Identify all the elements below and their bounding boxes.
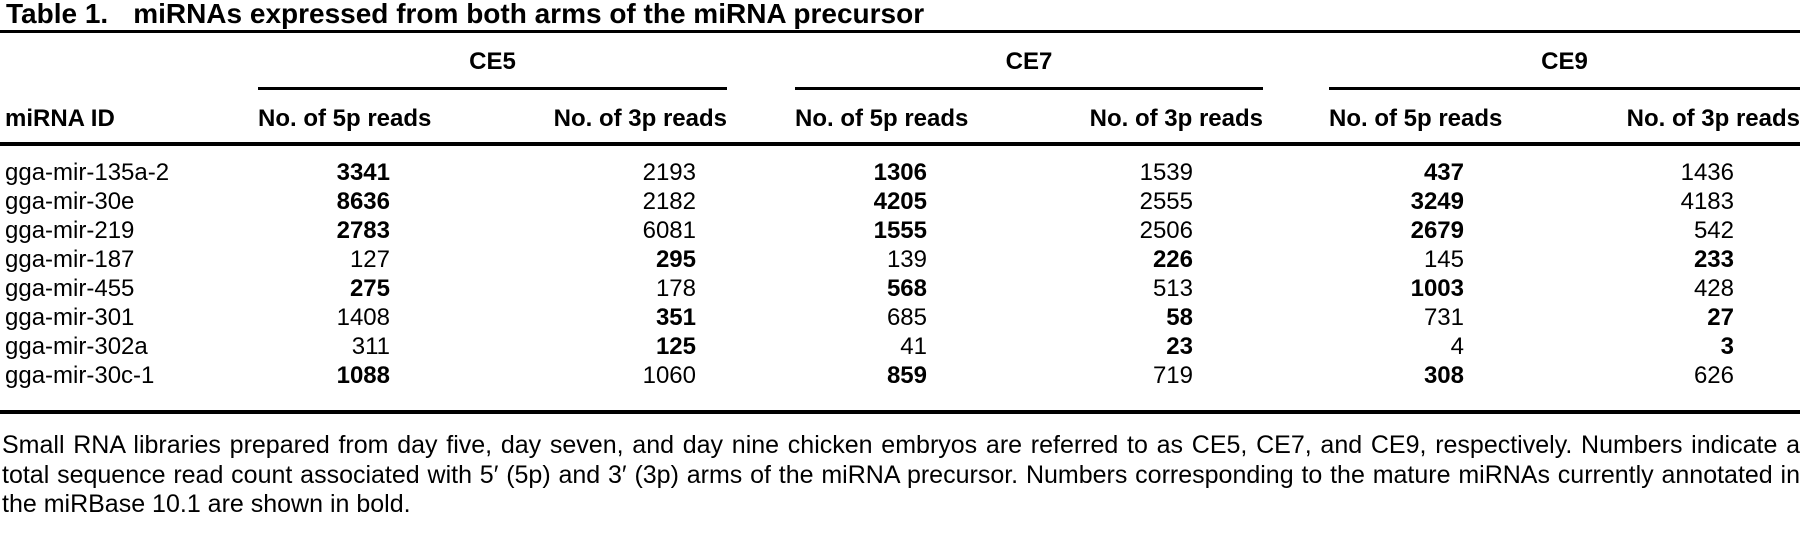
column-header-ce9-5p-reads: No. of 5p reads [1329, 105, 1503, 132]
mirna-id-cell: gga-mir-302a [5, 333, 148, 360]
reads-cell: 513 [1152, 275, 1193, 302]
mirna-id-cell: gga-mir-219 [5, 217, 135, 244]
reads-cell: 685 [886, 304, 927, 331]
reads-cell: 568 [886, 275, 927, 302]
column-header-ce9-3p-reads: No. of 3p reads [1626, 105, 1800, 132]
reads-cell: 27 [1707, 304, 1734, 331]
reads-cell: 1555 [873, 217, 927, 244]
column-gap [1263, 303, 1329, 332]
column-header-ce7-5p-reads: No. of 5p reads [795, 105, 969, 132]
column-header-ce5-3p-reads: No. of 3p reads [553, 105, 727, 132]
column-gap [1263, 187, 1329, 216]
reads-cell: 308 [1423, 362, 1464, 389]
column-gap [1263, 158, 1329, 187]
reads-cell: 8636 [336, 188, 390, 215]
reads-cell: 3341 [336, 159, 390, 186]
column-gap [727, 303, 795, 332]
body-footnote-rule [0, 410, 1800, 414]
reads-cell: 125 [655, 333, 696, 360]
reads-cell: 139 [886, 246, 927, 273]
mirna-id-cell: gga-mir-187 [5, 246, 135, 273]
reads-cell: 1088 [336, 362, 390, 389]
reads-cell: 178 [655, 275, 696, 302]
reads-cell: 2555 [1139, 188, 1193, 215]
column-gap [727, 216, 795, 245]
top-rule [0, 30, 1800, 33]
reads-cell: 311 [351, 333, 390, 360]
table-header: CE5 CE7 CE9 miRNA ID No. of 5p reads No.… [0, 33, 1800, 142]
reads-cell: 145 [1423, 246, 1464, 273]
table-title: Table 1. miRNAs expressed from both arms … [0, 0, 1800, 28]
reads-cell: 275 [349, 275, 390, 302]
reads-cell: 4183 [1680, 188, 1734, 215]
reads-cell: 3 [1720, 333, 1734, 360]
reads-cell: 233 [1693, 246, 1734, 273]
reads-cell: 1436 [1680, 159, 1734, 186]
column-gap [727, 187, 795, 216]
reads-cell: 1060 [642, 362, 696, 389]
reads-cell: 2506 [1139, 217, 1193, 244]
reads-cell: 1408 [336, 304, 390, 331]
reads-cell: 351 [655, 304, 696, 331]
column-gap [1263, 245, 1329, 274]
reads-cell: 1003 [1410, 275, 1464, 302]
column-gap [1263, 332, 1329, 361]
table-body: gga-mir-135a-2 3341 2193 1306 1539 437 1436 gga… [0, 146, 1800, 410]
column-gap [727, 361, 795, 390]
reads-cell: 4205 [873, 188, 927, 215]
group-header-ce5: CE5 [258, 33, 727, 90]
reads-cell: 626 [1693, 362, 1734, 389]
column-gap [1263, 361, 1329, 390]
reads-cell: 127 [349, 246, 390, 273]
header-body-rule [0, 142, 1800, 146]
reads-cell: 6081 [642, 217, 696, 244]
mirna-id-cell: gga-mir-30e [5, 188, 135, 215]
table-footnote: Small RNA libraries prepared from day fi… [2, 431, 1800, 518]
mirna-id-cell: gga-mir-135a-2 [5, 159, 170, 186]
column-gap [727, 332, 795, 361]
mirna-id-cell: gga-mir-30c-1 [5, 362, 155, 389]
column-gap [727, 274, 795, 303]
column-gap [727, 158, 795, 187]
reads-cell: 58 [1166, 304, 1193, 331]
table-number-label: Table 1. [6, 0, 109, 29]
reads-cell: 859 [886, 362, 927, 389]
mirna-id-cell: gga-mir-301 [5, 304, 135, 331]
reads-cell: 731 [1423, 304, 1464, 331]
mirna-id-cell: gga-mir-455 [5, 275, 135, 302]
reads-cell: 437 [1423, 159, 1464, 186]
reads-cell: 295 [655, 246, 696, 273]
column-header-ce5-5p-reads: No. of 5p reads [258, 105, 432, 132]
reads-cell: 2182 [642, 188, 696, 215]
reads-cell: 542 [1693, 217, 1734, 244]
reads-cell: 2679 [1410, 217, 1464, 244]
column-gap [1263, 274, 1329, 303]
reads-cell: 428 [1693, 275, 1734, 302]
column-gap [1263, 216, 1329, 245]
table-caption: miRNAs expressed from both arms of the m… [133, 0, 925, 29]
reads-cell: 1539 [1139, 159, 1193, 186]
column-header-ce7-3p-reads: No. of 3p reads [1089, 105, 1263, 132]
reads-cell: 2193 [642, 159, 696, 186]
reads-cell: 4 [1450, 333, 1464, 360]
reads-cell: 23 [1166, 333, 1193, 360]
reads-cell: 226 [1152, 246, 1193, 273]
reads-cell: 2783 [336, 217, 390, 244]
reads-cell: 1306 [873, 159, 927, 186]
group-header-ce7: CE7 [795, 33, 1263, 90]
column-header-mirna-id: miRNA ID [5, 105, 115, 132]
group-header-ce9: CE9 [1329, 33, 1800, 90]
column-gap [727, 245, 795, 274]
reads-cell: 41 [900, 333, 927, 360]
reads-cell: 3249 [1410, 188, 1464, 215]
reads-cell: 719 [1152, 362, 1193, 389]
